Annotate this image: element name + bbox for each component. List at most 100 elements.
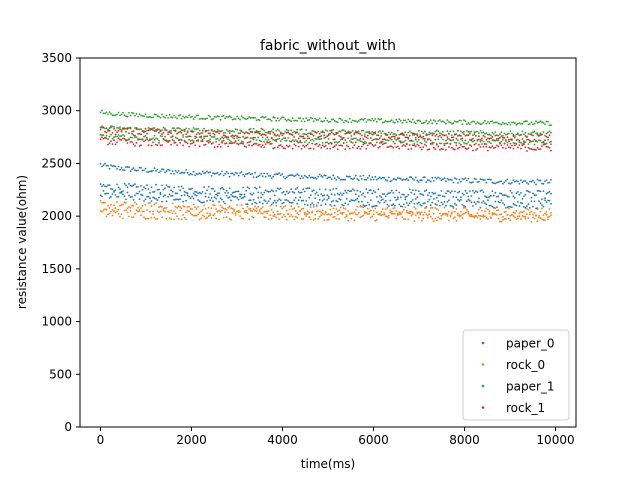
data-point <box>446 190 449 193</box>
data-point <box>439 194 441 197</box>
data-point <box>505 218 507 220</box>
data-point <box>332 118 335 121</box>
data-point <box>484 119 486 122</box>
data-point <box>215 131 218 133</box>
data-point <box>288 133 291 136</box>
data-point <box>332 216 335 219</box>
data-point <box>245 189 248 192</box>
data-point <box>485 122 488 125</box>
data-point <box>408 176 411 179</box>
data-point <box>285 132 288 134</box>
data-point <box>234 118 237 120</box>
data-point <box>378 137 381 140</box>
data-point <box>269 205 272 207</box>
data-point <box>284 177 287 180</box>
data-point <box>508 195 510 198</box>
data-point <box>344 202 347 205</box>
data-point <box>272 175 275 178</box>
data-point <box>119 128 121 131</box>
data-point <box>281 132 284 135</box>
data-point <box>107 192 109 195</box>
data-point <box>134 212 136 215</box>
data-point <box>342 192 345 195</box>
data-point <box>131 130 133 133</box>
data-point <box>125 209 127 211</box>
data-point <box>490 146 492 149</box>
data-point <box>442 131 444 133</box>
data-point <box>161 216 163 219</box>
data-point <box>390 204 393 207</box>
data-point <box>423 130 426 133</box>
data-point <box>366 134 369 137</box>
data-point <box>233 196 236 198</box>
data-point <box>249 207 252 210</box>
data-point <box>176 144 179 147</box>
data-point <box>491 213 494 216</box>
data-point <box>159 116 162 119</box>
data-point <box>485 203 488 206</box>
data-point <box>114 211 117 214</box>
data-point <box>237 174 240 177</box>
data-point <box>405 211 408 214</box>
data-point <box>246 212 249 215</box>
data-point <box>315 131 318 134</box>
data-point <box>393 207 396 209</box>
data-point <box>249 199 252 202</box>
data-point <box>146 138 148 141</box>
data-point <box>514 135 516 137</box>
data-point <box>368 210 371 213</box>
data-point <box>174 205 177 208</box>
data-point <box>120 129 123 132</box>
data-point <box>339 138 342 141</box>
data-point <box>141 138 144 141</box>
data-point <box>335 179 338 181</box>
data-point <box>291 201 294 204</box>
data-point <box>432 146 435 149</box>
data-point <box>431 132 434 135</box>
data-point <box>212 187 215 190</box>
data-point <box>461 192 464 195</box>
data-point <box>303 137 306 140</box>
data-point <box>374 138 377 140</box>
data-point <box>344 148 347 151</box>
data-point <box>378 118 381 121</box>
data-point <box>210 207 213 210</box>
data-point <box>360 134 363 137</box>
data-point <box>451 212 453 215</box>
data-point <box>132 143 135 146</box>
data-point <box>500 213 503 216</box>
data-point <box>509 219 512 222</box>
data-point <box>198 145 201 148</box>
data-point <box>297 199 300 202</box>
data-point <box>327 218 330 221</box>
data-point <box>383 213 386 216</box>
data-point <box>162 195 165 198</box>
data-point <box>278 213 281 216</box>
data-point <box>475 142 477 145</box>
data-point <box>266 212 269 215</box>
data-point <box>294 131 297 134</box>
data-point <box>302 133 305 135</box>
data-point <box>260 196 263 199</box>
data-point <box>273 134 276 136</box>
data-point <box>374 191 377 194</box>
data-point <box>446 119 449 121</box>
data-point <box>488 196 491 198</box>
data-point <box>545 145 548 148</box>
data-point <box>114 114 117 117</box>
data-point <box>363 133 366 136</box>
data-point <box>487 137 489 140</box>
data-point <box>162 208 165 210</box>
data-point <box>326 219 329 221</box>
data-point <box>354 130 357 133</box>
data-point <box>293 199 296 202</box>
data-point <box>206 129 209 132</box>
data-point <box>312 204 315 206</box>
data-point <box>387 139 390 142</box>
data-point <box>206 212 209 215</box>
data-point <box>224 172 227 175</box>
data-point <box>275 204 278 207</box>
data-point <box>399 119 402 122</box>
data-point <box>452 148 455 151</box>
data-point <box>128 215 130 218</box>
